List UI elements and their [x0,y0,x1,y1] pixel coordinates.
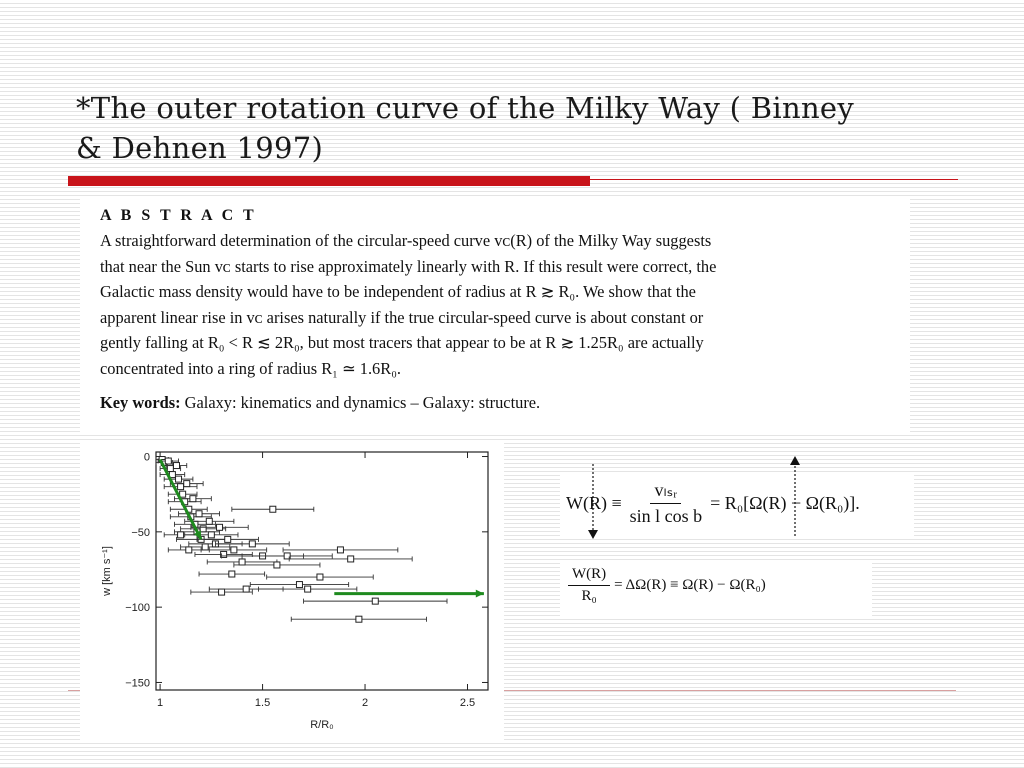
y-axis-label: w [km s⁻¹] [101,546,113,597]
data-point [269,505,277,513]
equation-1-fraction: vₗₛᵣ sin l cos b [626,480,707,527]
abstract-line: A straightforward determination of the c… [100,231,712,250]
data-point [195,510,203,518]
annotation-arrows [158,458,484,598]
y-tick-label: −50 [131,527,150,539]
data-point [220,550,228,558]
data-point [336,546,344,554]
green-arrow-head [475,589,484,598]
equation-1-rhs: = R₀[Ω(R) − Ω(R₀)]. [710,493,860,513]
x-tick-label: 2.5 [460,697,475,709]
axis-ticks: 1 1.5 2 2.5 0 −50 −100 −150 [125,452,488,709]
keywords: Key words: Galaxy: kinematics and dynami… [100,393,890,413]
abstract-line: concentrated into a ring of radius R₁ ≃ … [100,358,402,378]
equation-2-fraction: W(R) R₀ [568,566,611,605]
equation-w-definition: W(R) ≡ vₗₛᵣ sin l cos b = R₀[Ω(R) − Ω(R₀… [560,474,914,536]
footer-rule [68,690,956,691]
data-point [228,570,236,578]
y-tick-label: −150 [125,677,150,689]
data-point [177,531,185,539]
keywords-text: Galaxy: kinematics and dynamics – Galaxy… [180,393,541,412]
data-point [218,588,226,596]
data-point [216,523,224,531]
abstract-line: gently falling at R₀ < R ≲ 2R₀, but most… [100,333,704,352]
data-point [273,561,281,569]
data-point [199,525,207,533]
x-tick-label: 2 [362,697,368,709]
abstract-box: A B S T R A C T A straightforward determ… [80,196,910,434]
data-point [201,543,209,551]
abstract-line: apparent linear rise in vᴄ arises natura… [100,307,704,327]
data-point [189,495,197,503]
chart-svg: w [km s⁻¹] R/R₀ 1 1.5 2 2.5 0 −50 −100 −150 [101,451,489,731]
data-point [295,581,303,589]
title-rule-thick [68,176,590,186]
slide-title-line-1: *The outer rotation curve of the Milky W… [76,91,855,125]
data-point [185,546,193,554]
green-arrow-head [193,530,202,540]
equation-2-denominator: R₀ [581,588,597,604]
equation-2-rhs: = ΔΩ(R) ≡ Ω(R) − Ω(R₀) [614,577,766,593]
equation-arrow-up [790,456,800,538]
equation-delta-omega: W(R) R₀ = ΔΩ(R) ≡ Ω(R) − Ω(R₀) [560,562,872,616]
equation-1-denominator: sin l cos b [629,506,703,526]
slide-title: *The outer rotation curve of the Milky W… [76,88,956,168]
x-tick-label: 1.5 [255,697,270,709]
y-tick-label: 0 [144,452,150,464]
equation-arrow-down [588,464,598,539]
data-point [283,552,291,560]
equation-1-numerator: vₗₛᵣ [650,480,682,504]
data-point [248,540,256,548]
data-point [164,457,172,465]
plot-frame [155,451,489,691]
data-point [172,462,180,470]
data-point [179,490,187,498]
data-point [175,475,183,483]
equation-1-row: W(R) ≡ vₗₛᵣ sin l cos b = R₀[Ω(R) − Ω(R₀… [566,480,860,527]
data-point [205,517,213,525]
data-point [166,465,174,473]
abstract-heading: A B S T R A C T [100,207,257,224]
data-point [316,573,324,581]
abstract-line: that near the Sun vᴄ starts to rise appr… [100,256,717,276]
data-point [177,483,185,491]
data-point [224,535,232,543]
abstract-body: A straightforward determination of the c… [100,228,890,381]
equation-1-lhs: W(R) ≡ [566,493,622,513]
x-axis-label: R/R₀ [310,719,334,731]
x-tick-label: 1 [157,697,163,709]
y-tick-label: −100 [125,602,150,614]
green-arrow-shaft [158,458,203,541]
abstract-line: Galactic mass density would have to be i… [100,282,696,301]
keywords-label: Key words: [100,393,181,412]
equation-2-row: W(R) R₀ = ΔΩ(R) ≡ Ω(R) − Ω(R₀) [564,566,766,605]
data-point [355,615,363,623]
data-point [238,558,246,566]
data-point [242,585,250,593]
data-point [230,546,238,554]
data-point [347,555,355,563]
data-point [183,480,191,488]
data-point [371,597,379,605]
data-point [304,585,312,593]
slide-title-line-2: & Dehnen 1997) [76,131,324,165]
data-point [207,531,215,539]
title-rule-thin [590,179,958,180]
rotation-curve-plot: w [km s⁻¹] R/R₀ 1 1.5 2 2.5 0 −50 −100 −150 [80,440,504,740]
equation-2-numerator: W(R) [568,566,611,586]
